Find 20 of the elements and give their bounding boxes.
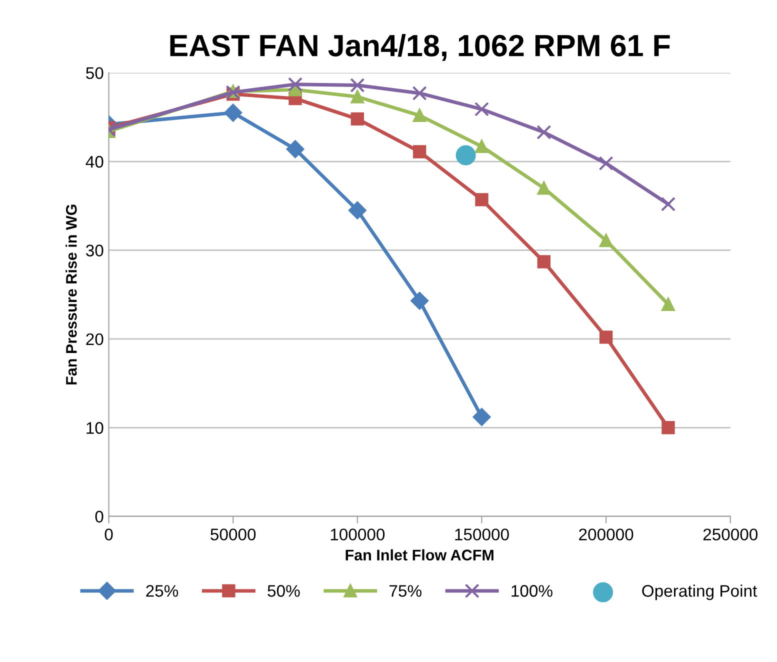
legend-label: 75% [390,585,422,597]
x-tick-label: 150000 [455,528,509,540]
legend-label: 50% [268,585,300,597]
x-tick-label: 0 [104,528,113,540]
y-tick-label: 40 [86,156,104,168]
y-tick-label: 10 [86,422,104,434]
legend-label: 100% [512,585,552,597]
y-tick-label: 30 [86,244,104,256]
x-tick-label: 100000 [330,528,385,540]
y-tick-label: 50 [86,67,104,80]
y-axis-title: Fan Pressure Rise in WG [66,204,77,384]
x-tick-label: 50000 [210,528,256,540]
legend-label: Operating Point [642,584,758,600]
chart-title: EAST FAN Jan4/18, 1062 RPM 61 F [170,34,670,61]
x-tick-label: 200000 [579,528,634,540]
x-axis-title: Fan Inlet Flow ACFM [346,549,494,560]
legend-label: 25% [146,585,178,597]
y-tick-label: 20 [86,333,104,346]
y-tick-label: 0 [95,510,104,523]
x-tick-label: 250000 [703,528,758,540]
